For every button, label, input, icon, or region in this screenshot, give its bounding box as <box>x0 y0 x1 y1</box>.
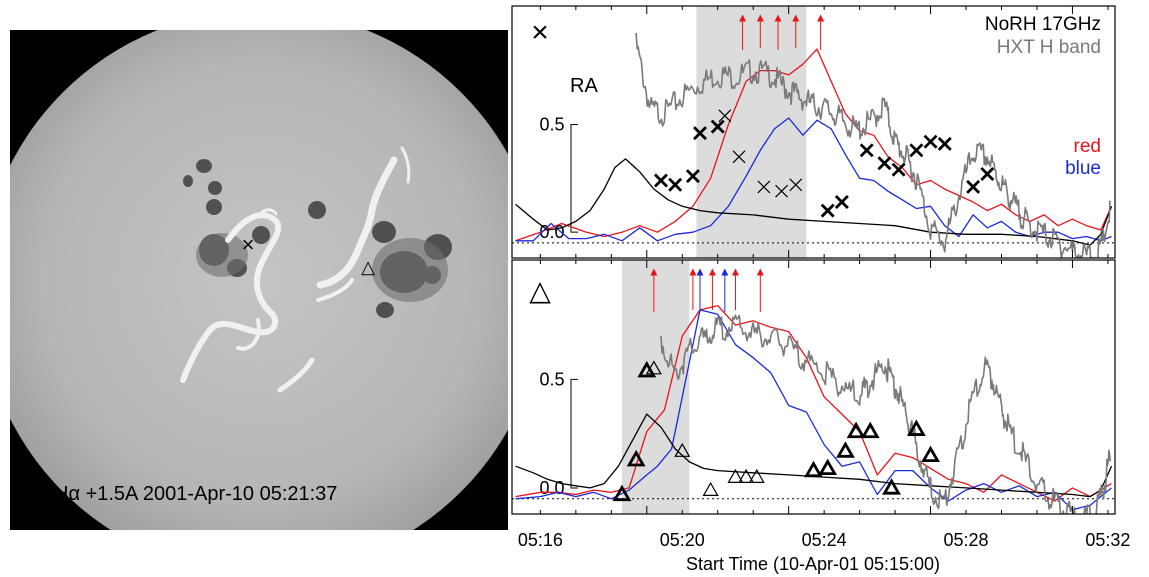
series-line-hxt <box>635 32 1112 258</box>
cross-point-bold <box>909 143 924 158</box>
cross-point-bold <box>937 136 952 151</box>
series-line-blue <box>515 309 1112 511</box>
legend-norh: NoRH 17GHz <box>985 14 1101 35</box>
series-line-hxt <box>660 314 1112 514</box>
cross-point-bold <box>820 203 835 218</box>
cross-point-bold <box>653 173 668 188</box>
panel-frame <box>511 259 1116 515</box>
chart-panel-triangle: 0.50.0 △ <box>511 259 1116 515</box>
cross-point-bold <box>693 126 707 141</box>
cross-marker-label: × <box>242 232 255 257</box>
triangle-point-bold <box>626 449 646 467</box>
triangle-point-bold <box>637 360 657 378</box>
triangle-point-bold <box>804 460 823 478</box>
cross-point-bold <box>834 195 849 209</box>
x-axis-label: Start Time (10-Apr-01 05:15:00) <box>686 554 940 574</box>
triangle-marker-label: △ <box>361 257 375 277</box>
cross-point <box>757 180 771 194</box>
x-tick-label: 05:16 <box>518 530 563 550</box>
cross-point-bold <box>891 162 906 177</box>
cross-point-bold <box>980 167 995 181</box>
triangle-point-bold <box>612 484 632 502</box>
image-caption: Hα +1.5A 2001-Apr-10 05:21:37 <box>54 483 337 505</box>
triangle-point <box>645 360 662 375</box>
y-scale-bracket <box>570 378 578 489</box>
series-line-red <box>515 48 1113 242</box>
triangle-point <box>702 481 719 496</box>
triangle-point-bold <box>921 445 940 463</box>
triangle-point-bold <box>836 441 855 458</box>
panel-symbol-triangle: △ <box>529 275 551 306</box>
cross-point-bold <box>877 156 892 171</box>
y-tick-label: 0.5 <box>539 369 564 389</box>
cross-point <box>718 109 732 123</box>
triangle-point <box>748 468 765 483</box>
cross-point <box>732 150 746 164</box>
x-tick-label: 05:20 <box>660 530 705 550</box>
cross-point-bold <box>668 177 683 192</box>
triangle-point-bold <box>818 458 838 476</box>
cross-point-bold <box>923 134 938 149</box>
series-line-blue <box>515 117 1112 242</box>
chart-panel-cross: 0.5 0.0 × RA NoRH 17GHz HXT H band red bl… <box>511 5 1116 259</box>
x-tick-label: 05:28 <box>944 530 989 550</box>
halpha-image: × △ Hα +1.5A 2001-Apr-10 05:21:37 <box>10 30 508 530</box>
cross-point-bold <box>966 179 981 194</box>
series-line-black <box>515 413 1113 498</box>
cross-point <box>775 184 789 198</box>
shade-band <box>621 260 690 514</box>
triangle-point <box>674 442 691 457</box>
shade-band <box>696 6 807 258</box>
legend-blue: blue <box>1065 158 1101 179</box>
triangle-point-bold <box>906 419 926 436</box>
triangle-point <box>727 468 744 483</box>
triangle-point <box>738 468 755 483</box>
triangle-point-bold <box>846 421 866 439</box>
y-scale-bracket <box>570 123 578 233</box>
y-tick-label: 0.5 <box>539 114 564 134</box>
panel-symbol-cross: × <box>531 16 549 49</box>
legend-hxt: HXT H band <box>997 37 1101 58</box>
series-line-red <box>515 304 1112 502</box>
legend-red: red <box>1074 136 1101 157</box>
y-axis-label: RA <box>570 75 598 97</box>
series-line-black <box>515 158 1113 246</box>
x-tick-label: 05:32 <box>1085 530 1130 550</box>
cross-point-bold <box>685 169 700 184</box>
cross-point <box>789 178 803 192</box>
cross-point-bold <box>710 119 725 134</box>
y-tick-label: 0.0 <box>539 222 564 242</box>
x-tick-label: 05:24 <box>802 530 847 550</box>
triangle-point-bold <box>860 421 880 439</box>
triangle-point-bold <box>882 478 901 495</box>
panel-frame <box>511 5 1116 259</box>
cross-point-bold <box>859 143 874 158</box>
